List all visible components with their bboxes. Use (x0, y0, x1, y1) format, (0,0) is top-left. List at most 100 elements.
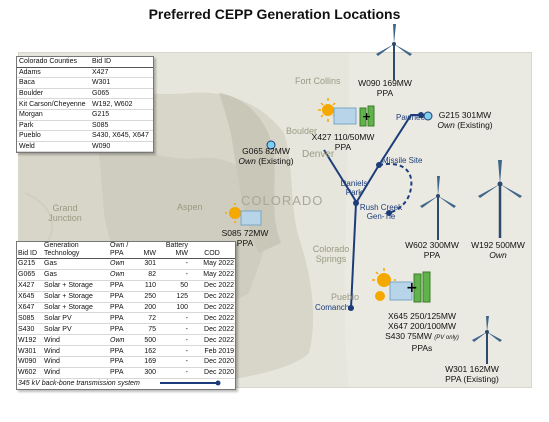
gen-ownership: PPA (109, 367, 133, 379)
table-row: X645 Solar + Storage PPA 250 125 Dec 2022 (17, 291, 235, 303)
gen-mw: 250 (133, 291, 157, 303)
table-row: Adams X427 (17, 67, 153, 79)
substation-pawnee (418, 112, 424, 118)
site-s430-note: (PV only) (434, 335, 459, 341)
county-bid: W301 (90, 77, 153, 89)
gen-header-technology: Technology (44, 250, 80, 257)
gen-bid: W192 (17, 334, 43, 347)
gen-mw: 301 (133, 258, 157, 270)
gen-header-ppa: PPA (110, 250, 124, 257)
site-label-s085: S085 72MW PPA (214, 228, 276, 248)
gen-cod: Feb 2019 (189, 345, 235, 358)
gen-header-generation: Generation (44, 242, 79, 249)
gen-technology: Gas (43, 269, 109, 281)
gen-cod: May 2022 (189, 269, 235, 281)
city-pueblo: Pueblo (331, 292, 360, 302)
counties-header-county: Colorado Counties (17, 57, 91, 68)
svg-text:+: + (362, 110, 371, 123)
county-bid: S085 (90, 120, 153, 132)
county-bid: W090 (90, 141, 153, 153)
gen-cod: Dec 2022 (189, 291, 235, 303)
route-label-daniels-park: Daniels Park (340, 179, 368, 197)
site-s085-name: S085 72MW (221, 228, 269, 238)
site-w602-type: PPA (423, 250, 441, 260)
gen-battery-mw: 50 (157, 280, 189, 292)
gen-mw: 82 (133, 269, 157, 281)
gen-battery-mw: - (157, 345, 189, 358)
gen-battery-mw: - (157, 258, 189, 270)
table-row: Morgan G215 (17, 109, 153, 121)
gen-bid: X427 (17, 280, 43, 292)
substation-comanche (348, 305, 354, 311)
city-boulder: Boulder (286, 126, 318, 136)
site-w301-name: W301 162MW (445, 364, 499, 374)
table-row: G065 Gas Own 82- May 2022 (17, 269, 235, 281)
site-g215-name: G215 301MW (438, 110, 492, 120)
wind-turbine-w090-icon (376, 24, 412, 80)
table-row: W301 Wind PPA 162- Feb 2019 (17, 345, 235, 358)
gen-mw: 162 (133, 345, 157, 358)
gen-mw: 300 (133, 367, 157, 379)
gas-plant-g215-icon (423, 111, 433, 121)
gen-header-cod: COD (204, 250, 220, 257)
gen-cod: Dec 2020 (189, 356, 235, 368)
gen-cod: May 2022 (189, 258, 235, 270)
gen-tie-line (378, 163, 413, 214)
gen-technology: Wind (43, 345, 109, 358)
counties-header-bid: Bid ID (90, 57, 153, 68)
gen-bid: W602 (17, 367, 43, 379)
site-pueblo-group-type: PPAs (411, 343, 433, 353)
gen-technology: Solar + Storage (43, 302, 109, 314)
gen-battery-mw: - (157, 334, 189, 347)
gen-ownership: Own (109, 258, 133, 270)
table-row: W602 Wind PPA 300- Dec 2020 (17, 367, 235, 379)
solar-storage-pueblo-icon: + (372, 268, 431, 303)
site-w090-name: W090 169MW (358, 78, 412, 88)
city-colorado-springs: Colorado Springs (312, 244, 350, 264)
site-x645-name: X645 250/125MW (387, 311, 457, 321)
county-name: Baca (17, 77, 91, 89)
gen-cod: Dec 2020 (189, 367, 235, 379)
site-x427-type: PPA (334, 142, 352, 152)
county-bid: W192, W602 (90, 98, 153, 110)
table-row: W192 Wind Own 500- Dec 2022 (17, 334, 235, 347)
gen-header-battery-mw: MW (175, 250, 188, 257)
county-name: Boulder (17, 88, 91, 100)
gen-mw: 72 (133, 312, 157, 325)
table-row: Boulder G065 (17, 88, 153, 100)
gen-ownership: PPA (109, 356, 133, 368)
site-w301-type: PPA (Existing) (445, 374, 499, 384)
gen-ownership: PPA (109, 345, 133, 358)
site-label-g215: G215 301MW Own (Existing) (422, 110, 508, 130)
city-denver: Denver (302, 149, 335, 160)
site-w192-ownership: Own (489, 250, 507, 260)
table-row: Pueblo S430, X645, X647 (17, 130, 153, 142)
gen-ownership: PPA (109, 280, 133, 292)
site-w090-type: PPA (376, 88, 394, 98)
city-fort-collins: Fort Collins (295, 76, 341, 86)
site-g065-status: (Existing) (255, 156, 294, 166)
table-row: X647 Solar + Storage PPA 200 100 Dec 2022 (17, 302, 235, 314)
gen-battery-mw: - (157, 323, 189, 336)
county-name: Pueblo (17, 130, 91, 142)
counties-table: Colorado Counties Bid ID Adams X427 Baca W… (16, 56, 154, 154)
city-grand-junction: Grand Junction (48, 203, 82, 223)
site-s085-type: PPA (236, 238, 254, 248)
gen-header-battery: Battery (165, 242, 188, 249)
site-w192-name: W192 500MW (471, 240, 525, 250)
site-label-w192: W192 500MW Own (462, 240, 534, 260)
site-g215-ownership: Own (437, 120, 455, 130)
transmission-line (323, 149, 358, 204)
gen-header-mw: MW (143, 250, 156, 257)
wind-turbine-w602-icon (420, 176, 456, 240)
site-label-w301: W301 162MW PPA (Existing) (432, 364, 512, 384)
svg-text:+: + (406, 280, 418, 296)
table-row: Weld W090 (17, 141, 153, 153)
site-label-w090: W090 169MW PPA (345, 78, 425, 98)
gen-header-bid: Bid ID (18, 250, 38, 257)
gen-ownership: Own (109, 334, 133, 347)
table-row: S430 Solar PV PPA 75- Dec 2022 (17, 323, 235, 336)
site-label-w602: W602 300MW PPA (396, 240, 468, 260)
gen-battery-mw: - (157, 269, 189, 281)
route-label-rush-creek: Rush Creek Gen-Tie (359, 203, 403, 221)
